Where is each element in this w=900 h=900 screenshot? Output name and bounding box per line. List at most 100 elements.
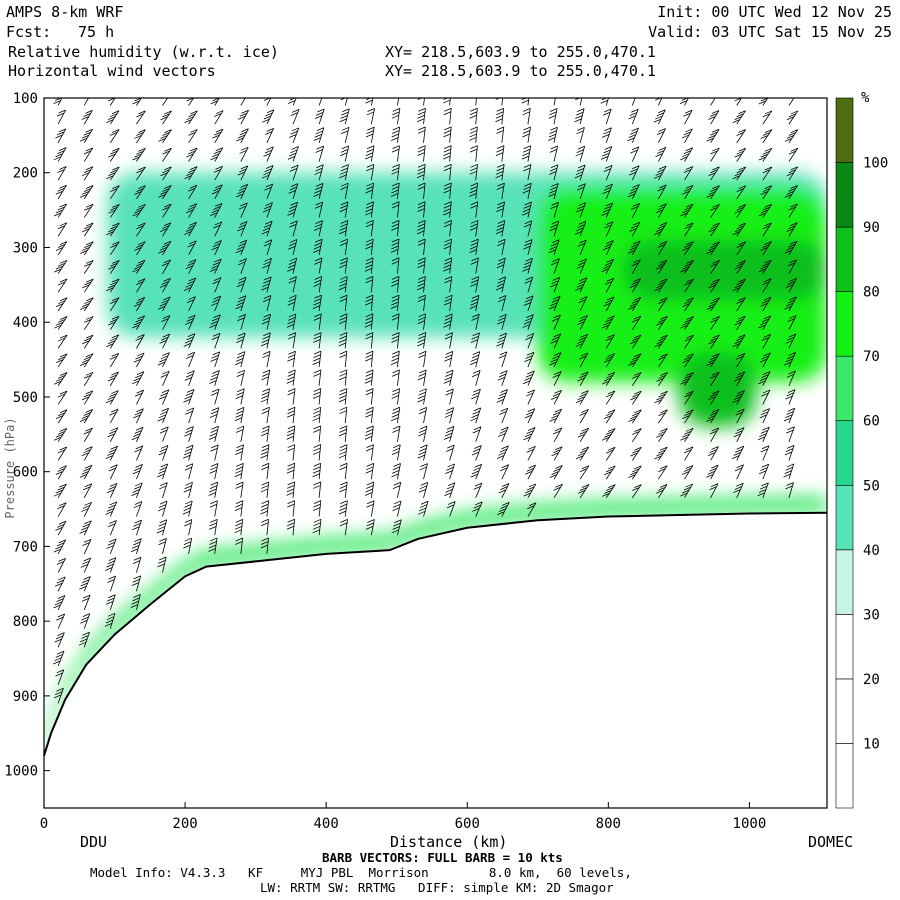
wind-barb bbox=[182, 500, 193, 517]
wind-barb bbox=[57, 502, 67, 517]
wind-barb bbox=[574, 164, 586, 181]
wind-barb bbox=[471, 388, 481, 405]
wind-barb bbox=[210, 295, 222, 312]
colorbar: 10 20 30 40 50 60 70 80 90 100% bbox=[835, 90, 888, 809]
wind-barb bbox=[574, 221, 587, 237]
wind-barb bbox=[604, 221, 614, 237]
wind-barb bbox=[601, 202, 614, 218]
wind-barb bbox=[81, 446, 93, 461]
y-tick-label: 600 bbox=[13, 465, 38, 481]
wind-barb bbox=[443, 426, 455, 442]
wind-barb bbox=[157, 556, 167, 573]
wind-barb bbox=[364, 201, 374, 218]
wind-barb bbox=[365, 444, 374, 461]
wind-barb bbox=[53, 259, 68, 274]
wind-barb bbox=[788, 98, 795, 106]
wind-barb bbox=[630, 334, 642, 349]
wind-barb bbox=[312, 500, 322, 517]
wind-barb bbox=[133, 501, 143, 517]
wind-barb bbox=[683, 446, 694, 461]
wind-barb bbox=[758, 371, 771, 386]
wind-barb bbox=[262, 295, 272, 312]
wind-barb bbox=[109, 185, 120, 200]
wind-barb bbox=[785, 389, 796, 405]
wind-barb bbox=[735, 408, 745, 424]
wind-barb bbox=[472, 426, 482, 442]
wind-barb bbox=[132, 203, 146, 218]
wind-barb bbox=[604, 465, 616, 480]
wind-barb bbox=[783, 407, 796, 424]
wind-barb bbox=[653, 109, 666, 125]
wind-barb bbox=[108, 464, 118, 480]
wind-barb bbox=[106, 110, 120, 125]
wind-barb bbox=[472, 501, 483, 517]
wind-barb bbox=[470, 463, 483, 480]
wind-barb bbox=[286, 369, 296, 386]
rh-feature-2 bbox=[622, 240, 827, 300]
wind-barb bbox=[788, 203, 798, 218]
wind-barb bbox=[604, 277, 615, 293]
x-tick-label: 400 bbox=[314, 816, 339, 832]
wind-barb bbox=[208, 481, 219, 498]
wind-barb bbox=[391, 276, 400, 293]
wind-barb bbox=[187, 184, 198, 200]
wind-barb bbox=[658, 297, 668, 312]
wind-barb bbox=[443, 163, 452, 181]
wind-barb bbox=[287, 332, 297, 349]
wind-barb bbox=[391, 444, 401, 461]
wind-barb bbox=[132, 147, 146, 162]
wind-barb bbox=[186, 296, 196, 312]
wind-barb bbox=[286, 425, 296, 442]
wind-barb bbox=[365, 182, 375, 199]
wind-barb bbox=[54, 372, 68, 386]
wind-barb bbox=[602, 183, 613, 200]
wind-barb bbox=[522, 314, 534, 330]
wind-barb bbox=[523, 164, 532, 181]
wind-barb bbox=[682, 297, 694, 312]
wind-barb bbox=[109, 353, 120, 368]
wind-barb bbox=[339, 406, 348, 424]
wind-barb bbox=[364, 425, 374, 442]
wind-barb bbox=[79, 409, 93, 424]
wind-barb bbox=[631, 259, 641, 274]
wind-barb bbox=[631, 315, 642, 330]
wind-barb bbox=[162, 203, 172, 218]
wind-barb bbox=[238, 202, 248, 218]
wind-barb bbox=[601, 371, 616, 386]
wind-barb bbox=[683, 109, 693, 125]
wind-barb bbox=[184, 463, 194, 480]
wind-barb bbox=[757, 426, 770, 442]
wind-barb bbox=[237, 165, 249, 181]
colorbar-level-label: 80 bbox=[863, 285, 880, 301]
wind-barb bbox=[57, 166, 67, 181]
wind-barb bbox=[758, 259, 772, 274]
wind-barb bbox=[391, 388, 401, 405]
wind-barb bbox=[81, 390, 94, 405]
wind-barb bbox=[784, 444, 795, 461]
wind-barb bbox=[417, 107, 426, 125]
wind-barb bbox=[706, 464, 719, 480]
wind-barb bbox=[57, 334, 68, 349]
wind-barb bbox=[55, 669, 65, 685]
wind-barb bbox=[731, 445, 745, 461]
wind-barb bbox=[631, 98, 636, 106]
wind-barb bbox=[391, 257, 400, 274]
wind-barb bbox=[108, 260, 120, 274]
wind-barb bbox=[391, 163, 400, 181]
wind-barb bbox=[338, 444, 348, 461]
wind-barb bbox=[57, 446, 68, 461]
wind-barb bbox=[212, 128, 224, 144]
axes: 100 200 300 400 500 600 700 800 900 1000 0 200 400 60… bbox=[4, 91, 766, 832]
wind-barb bbox=[548, 239, 560, 256]
wind-barb bbox=[238, 258, 247, 274]
wind-barb bbox=[553, 98, 556, 106]
wind-barb bbox=[732, 334, 746, 349]
wind-barb bbox=[56, 109, 66, 125]
wind-barb bbox=[80, 241, 94, 256]
wind-barb bbox=[577, 427, 589, 443]
wind-barb bbox=[81, 110, 93, 125]
wind-barb bbox=[710, 147, 720, 162]
wind-barb bbox=[653, 165, 667, 181]
wind-barb bbox=[55, 128, 67, 144]
